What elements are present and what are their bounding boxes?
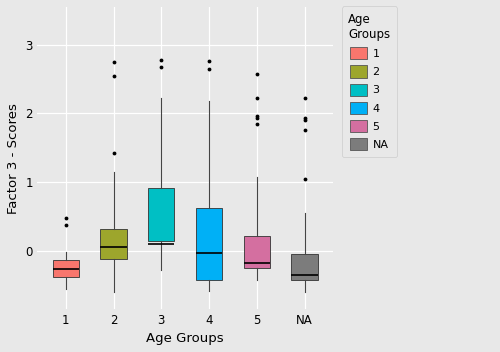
PathPatch shape xyxy=(52,260,79,277)
PathPatch shape xyxy=(100,229,126,259)
Legend: 1, 2, 3, 4, 5, NA: 1, 2, 3, 4, 5, NA xyxy=(342,6,397,157)
PathPatch shape xyxy=(244,236,270,268)
PathPatch shape xyxy=(148,188,174,241)
PathPatch shape xyxy=(292,254,318,280)
X-axis label: Age Groups: Age Groups xyxy=(146,332,224,345)
Y-axis label: Factor 3 - Scores: Factor 3 - Scores xyxy=(7,103,20,214)
PathPatch shape xyxy=(196,208,222,280)
